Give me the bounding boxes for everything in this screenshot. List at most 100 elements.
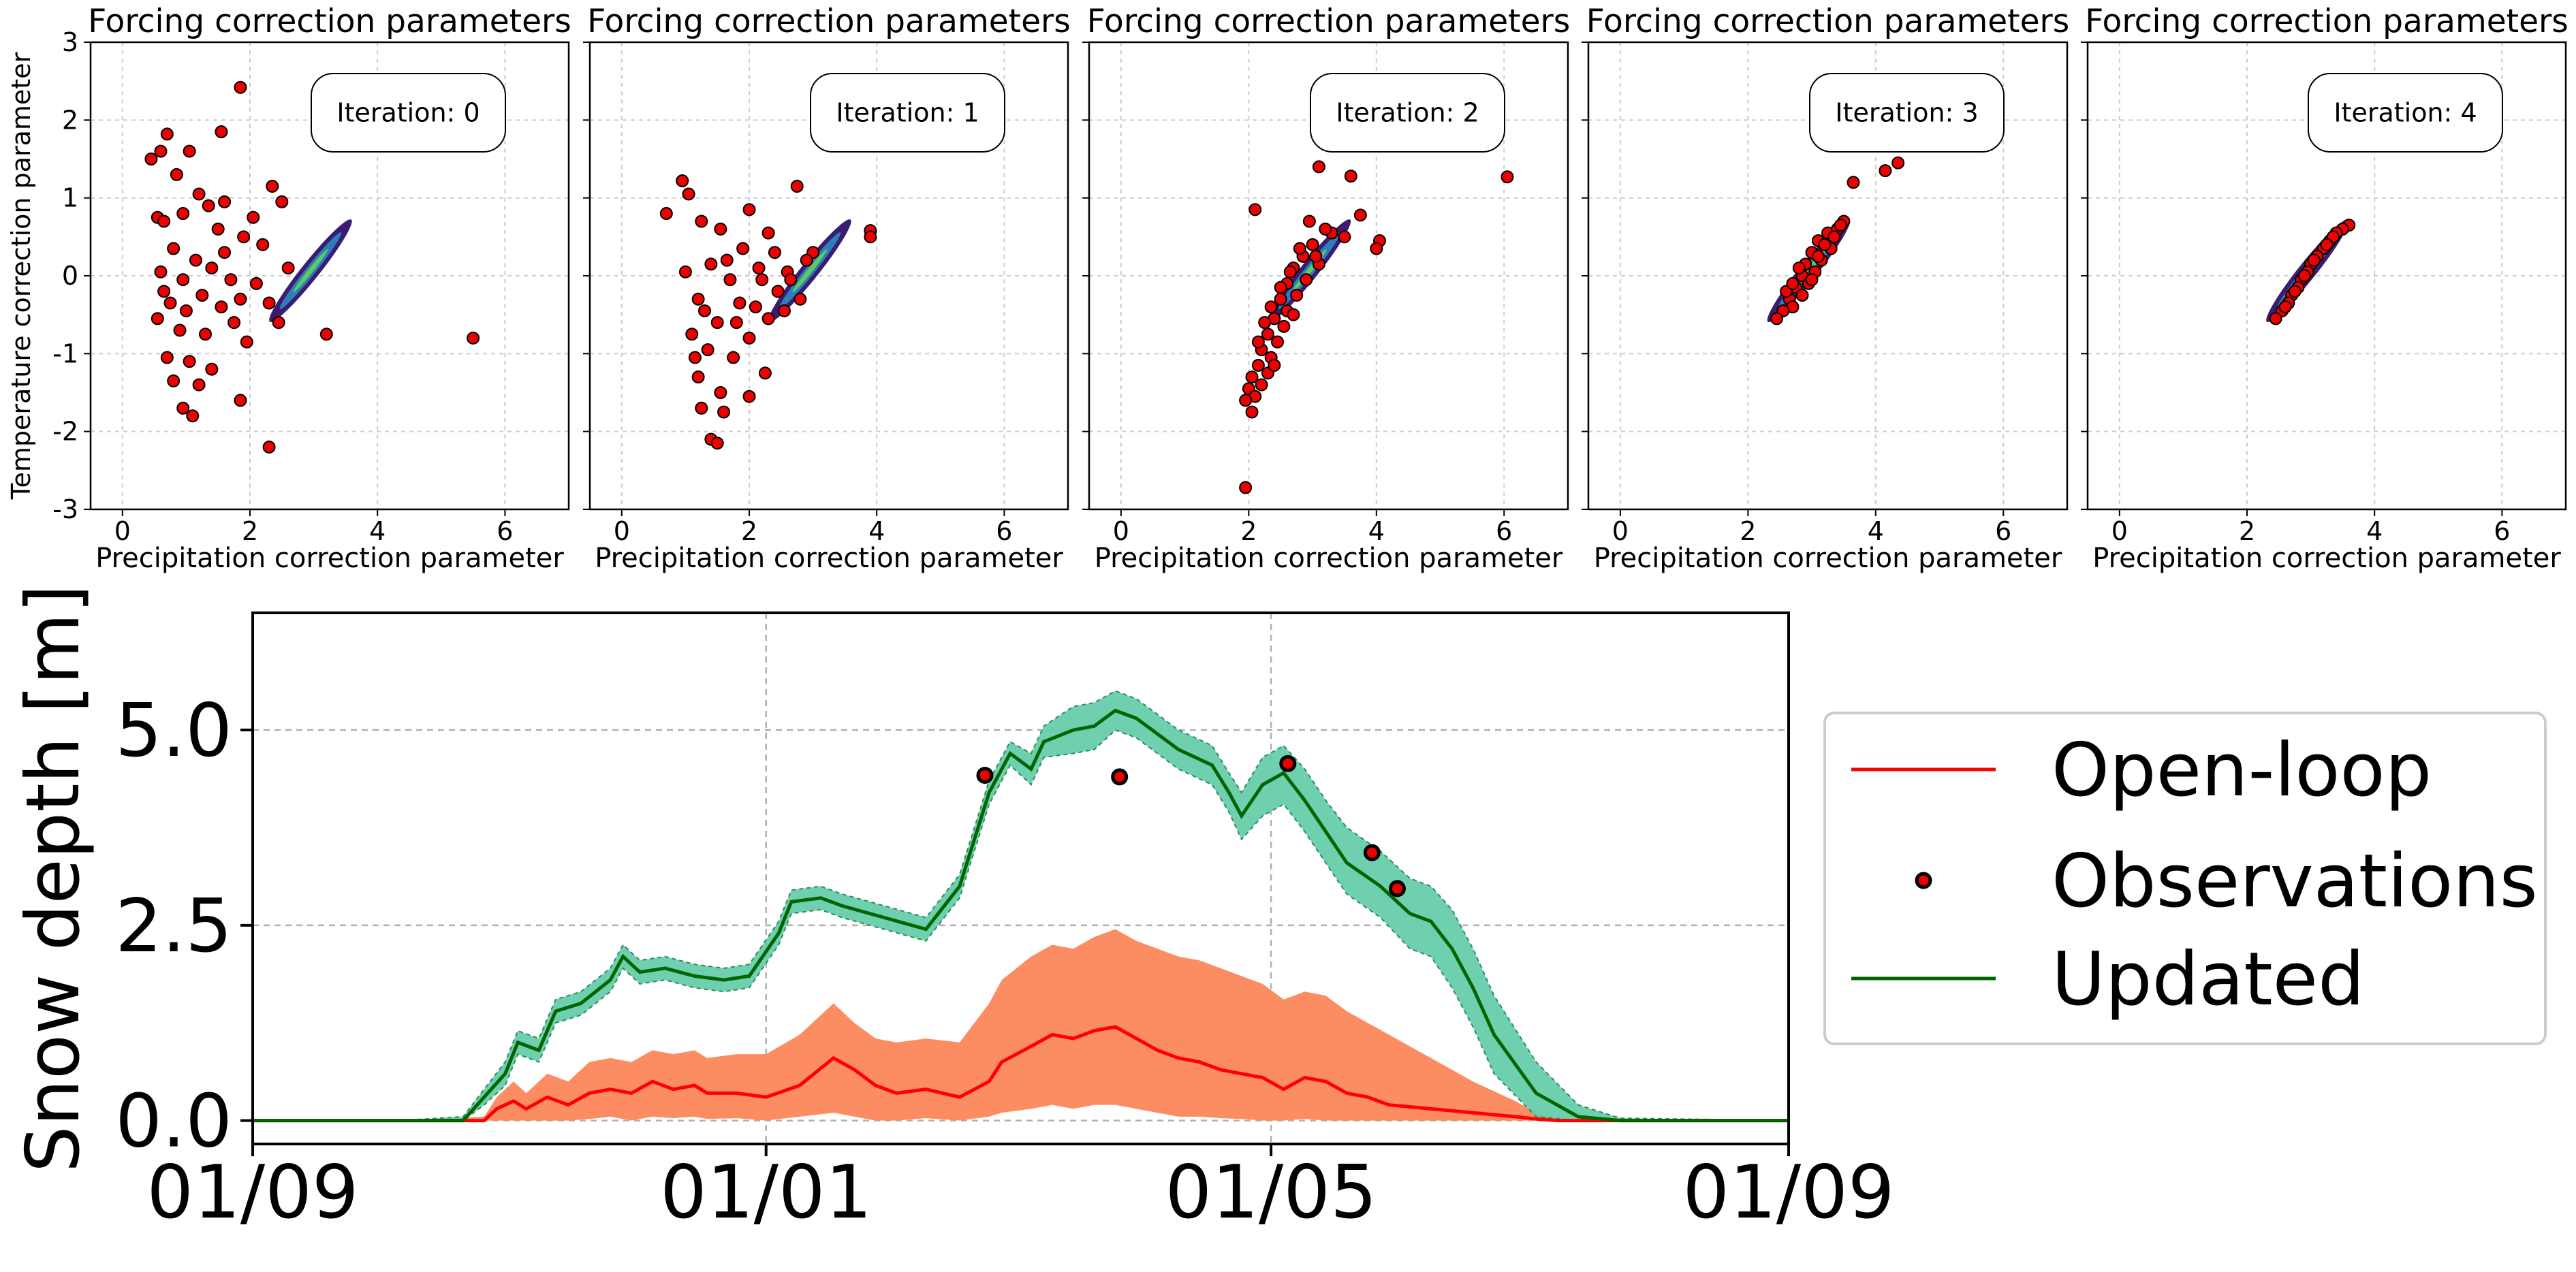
ensemble-point xyxy=(144,153,158,165)
ensemble-point xyxy=(794,292,807,306)
scatter-panels: Iteration: 0 Forcing correction parameter… xyxy=(6,3,2569,574)
ensemble-point xyxy=(179,304,193,317)
ensemble-point xyxy=(710,436,724,450)
ensemble-point xyxy=(1786,276,1800,290)
x-tick-label: 2 xyxy=(1240,516,1257,546)
ensemble-point xyxy=(1302,214,1316,228)
ensemble-point xyxy=(173,323,187,337)
ensemble-point xyxy=(742,389,756,403)
iteration-label: Iteration: 4 xyxy=(2334,98,2477,128)
ensemble-point xyxy=(761,226,775,240)
ensemble-point xyxy=(800,253,813,267)
ensemble-point xyxy=(176,401,190,415)
x-tick-label: 2 xyxy=(242,516,258,546)
legend-label-observations: Observations xyxy=(2052,839,2538,924)
scatter-panel-iteration-0: Iteration: 0 Forcing correction parameter… xyxy=(6,3,571,574)
x-tick-label: 6 xyxy=(1496,516,1512,546)
legend-frame xyxy=(1823,712,2547,1045)
observation-point xyxy=(976,767,994,784)
ensemble-point xyxy=(262,296,276,310)
legend-label-open-loop: Open-loop xyxy=(2052,728,2432,813)
ensemble-point xyxy=(281,261,295,275)
ensemble-point xyxy=(1818,238,1832,251)
ensemble-point xyxy=(234,394,247,407)
ensemble-point xyxy=(1319,222,1332,236)
ensemble-point xyxy=(183,355,196,368)
ensemble-point xyxy=(1879,164,1892,178)
y-tick-label: 5.0 xyxy=(115,688,232,774)
ensemble-point xyxy=(701,343,714,357)
observation-point xyxy=(1363,844,1381,861)
x-tick-label: 4 xyxy=(2366,516,2383,546)
ensemble-point xyxy=(784,273,798,287)
ensemble-point xyxy=(2307,253,2321,267)
ensemble-point xyxy=(714,222,727,236)
y-tick-label: 0.0 xyxy=(115,1079,232,1164)
ensemble-point xyxy=(198,328,212,341)
x-tick-label: 4 xyxy=(1868,516,1884,546)
ensemble-point xyxy=(2278,300,2292,314)
legend: Open-loop Observations Updated xyxy=(1823,712,2547,1045)
y-tick-label: 2.5 xyxy=(115,884,232,969)
iteration-label: Iteration: 2 xyxy=(1336,98,1479,128)
iteration-box xyxy=(1809,73,2005,153)
x-tick-label: 4 xyxy=(369,516,386,546)
ensemble-point xyxy=(714,386,727,399)
axes-frame xyxy=(251,611,1790,1145)
ensemble-point xyxy=(682,187,695,201)
ensemble-point xyxy=(192,378,206,392)
x-tick-label: 4 xyxy=(1368,516,1385,546)
ensemble-point xyxy=(1255,378,1268,392)
panel-title: Forcing correction parameters xyxy=(1586,3,2070,40)
ensemble-point xyxy=(1770,312,1784,325)
ensemble-point xyxy=(688,351,702,364)
ensemble-point xyxy=(691,292,705,306)
ensemble-point xyxy=(742,203,756,217)
x-tick-label: 6 xyxy=(996,516,1012,546)
scatter-panel-iteration-1: Iteration: 1 Forcing correction parameter… xyxy=(583,3,1071,574)
x-tick-label: 6 xyxy=(497,516,513,546)
ensemble-point xyxy=(183,144,196,158)
ensemble-point xyxy=(1248,203,1262,217)
ensemble-point xyxy=(1261,328,1274,341)
ensemble-point xyxy=(659,207,673,221)
iteration-label: Iteration: 1 xyxy=(836,98,979,128)
ensemble-point xyxy=(215,125,228,138)
ensemble-point xyxy=(752,261,766,275)
ensemble-point xyxy=(1847,176,1860,189)
ensemble-point xyxy=(1312,160,1325,174)
ensemble-point xyxy=(1309,249,1323,263)
ensemble-point xyxy=(167,242,180,255)
ensemble-point xyxy=(685,328,699,341)
ensemble-point xyxy=(1264,300,1278,314)
ensemble-point xyxy=(170,168,183,181)
x-tick-label: 2 xyxy=(741,516,757,546)
ensemble-point xyxy=(720,253,734,267)
ensemble-point xyxy=(2320,238,2334,251)
open-loop-mean-line xyxy=(253,1025,1789,1123)
panel-title: Forcing correction parameters xyxy=(88,3,571,40)
ensemble-point xyxy=(758,366,772,380)
x-tick-label: 01/01 xyxy=(660,1150,872,1235)
ensemble-point xyxy=(1338,230,1351,244)
ensemble-point xyxy=(1274,281,1287,294)
ensemble-point xyxy=(163,296,177,310)
x-tick-label: 01/09 xyxy=(146,1150,358,1235)
x-axis-label: Precipitation correction parameter xyxy=(95,543,564,574)
ensemble-point xyxy=(727,351,740,364)
ensemble-point xyxy=(1251,335,1265,349)
x-tick-label: 2 xyxy=(2239,516,2255,546)
ensemble-point xyxy=(1245,370,1259,384)
iteration-box xyxy=(810,73,1005,153)
iteration-label: Iteration: 0 xyxy=(336,98,480,128)
ensemble-point xyxy=(234,292,247,306)
ensemble-point xyxy=(1283,265,1297,279)
ensemble-point xyxy=(1290,289,1304,302)
ensemble-point xyxy=(1287,308,1300,321)
ensemble-point xyxy=(227,316,241,330)
ensemble-point xyxy=(777,304,791,317)
ensemble-point xyxy=(771,285,785,298)
updated-mean-line xyxy=(253,708,1789,1123)
ensemble-point xyxy=(176,273,190,287)
